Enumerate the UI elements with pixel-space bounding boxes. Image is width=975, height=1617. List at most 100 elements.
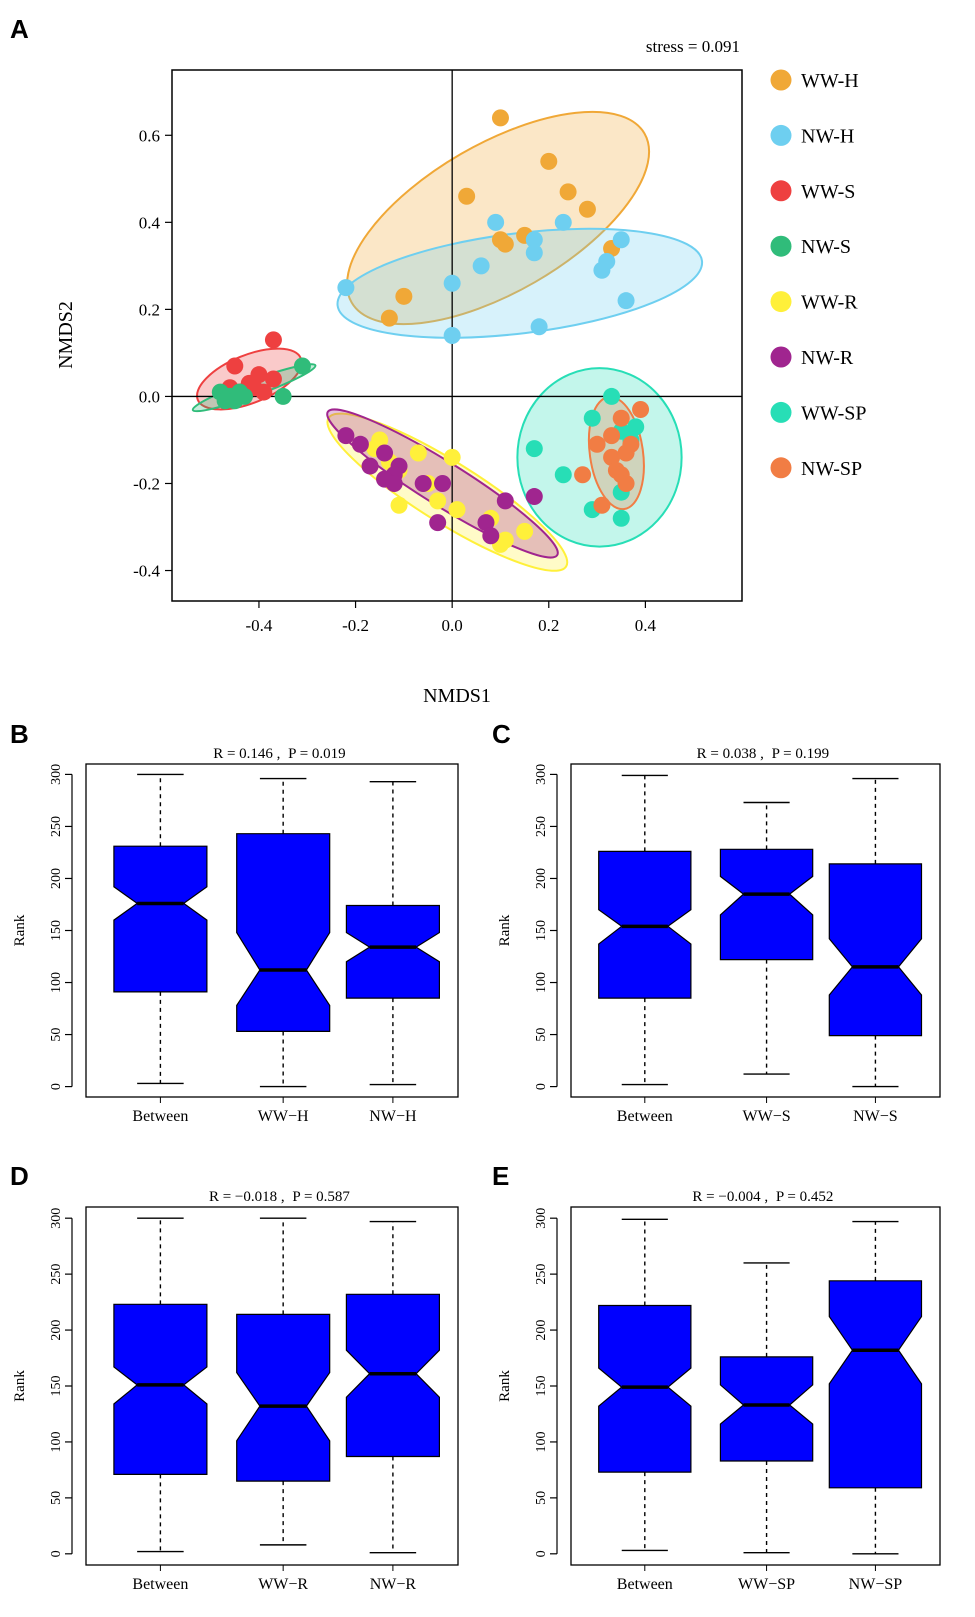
y-tick-label: 250 <box>49 1264 64 1285</box>
y-tick-label: 150 <box>49 920 64 941</box>
title-separator: , <box>281 1189 285 1205</box>
point-nw-h <box>612 231 630 249</box>
point-ww-sp <box>525 440 543 458</box>
legend-marker-nw-r <box>770 346 792 368</box>
point-nw-h <box>443 274 461 292</box>
point-nw-r <box>477 514 495 532</box>
point-nw-h <box>525 244 543 262</box>
stats-title: R = 0.146 , P = 0.019 <box>213 746 345 762</box>
x-tick-label-nw-h: NW−H <box>369 1108 417 1125</box>
point-ww-r <box>390 496 408 514</box>
title-separator: , <box>277 746 281 762</box>
box-ww-r <box>236 1313 331 1482</box>
y-tick-label: 200 <box>49 868 64 889</box>
panel-letter-d: D <box>10 1161 29 1191</box>
point-nw-r <box>482 527 500 545</box>
point-ww-h <box>395 287 413 305</box>
point-ww-s <box>264 331 282 349</box>
y-tick-label: 250 <box>534 1264 549 1285</box>
y-tick-label: 50 <box>534 1028 549 1042</box>
point-nw-r <box>496 492 514 510</box>
point-nw-sp <box>617 444 635 462</box>
y-tick-label: -0.2 <box>133 474 160 493</box>
boxplot-panel-c: C R = 0.038 , P = 0.199 Between WW−S NW−S 0… <box>492 719 941 1125</box>
plot-frame <box>171 69 743 602</box>
point-nw-s <box>274 387 292 405</box>
point-nw-sp <box>612 409 630 427</box>
y-tick-label: 150 <box>534 1376 549 1397</box>
r-statistic: R = 0.038 <box>697 746 757 762</box>
point-ww-h <box>578 200 596 218</box>
x-tick-label: -0.2 <box>342 616 369 635</box>
point-ww-r <box>443 448 461 466</box>
legend-marker-nw-h <box>770 124 792 146</box>
point-nw-sp <box>603 427 621 445</box>
legend-marker-ww-sp <box>770 401 792 423</box>
point-nw-r <box>385 474 403 492</box>
x-tick-label-between: Between <box>617 1576 673 1593</box>
point-nw-r <box>337 427 355 445</box>
point-nw-r <box>434 474 452 492</box>
legend-label-nw-r: NW-R <box>801 347 854 369</box>
p-value: P = 0.019 <box>288 746 346 762</box>
y-tick-label: 300 <box>534 764 549 785</box>
y-tick-label: 100 <box>534 972 549 993</box>
point-nw-r <box>525 488 543 506</box>
x-tick-label: -0.4 <box>245 616 272 635</box>
box-layer: Between WW−SP NW−SP 0 50 100 150 200 250 300 <box>534 1206 941 1593</box>
legend-marker-nw-s <box>770 235 792 257</box>
point-nw-r <box>376 444 394 462</box>
y-tick-label: 0.2 <box>139 300 160 319</box>
nmds-panel-a: A stress = 0.091 -0.4 -0.2 0.0 0.2 0.4 -0.4-… <box>10 14 867 707</box>
box-ww-sp <box>719 1356 814 1462</box>
x-tick-label: 0.0 <box>442 616 463 635</box>
y-tick-label: 200 <box>534 868 549 889</box>
y-tick-label: 150 <box>534 920 549 941</box>
point-nw-r <box>351 435 369 453</box>
y-axis-label: Rank <box>12 1370 28 1402</box>
point-ww-sp <box>603 387 621 405</box>
point-nw-h <box>525 231 543 249</box>
plot-frame <box>570 763 941 1098</box>
legend-marker-ww-r <box>770 291 792 313</box>
box-ww-s <box>719 848 814 961</box>
x-tick-label-nw-s: NW−S <box>853 1108 898 1125</box>
box-ww-h <box>236 833 331 1033</box>
legend-label-nw-sp: NW-SP <box>801 458 862 480</box>
point-ww-h <box>380 309 398 327</box>
stats-title: R = −0.018 , P = 0.587 <box>209 1189 350 1205</box>
point-ww-r <box>516 522 534 540</box>
y-tick-label: 300 <box>49 1208 64 1229</box>
point-ww-h <box>496 235 514 253</box>
title-separator: , <box>764 1189 768 1205</box>
x-tick-label-ww-s: WW−S <box>743 1108 791 1125</box>
legend-marker-ww-s <box>770 180 792 202</box>
stats-title: R = 0.038 , P = 0.199 <box>697 746 829 762</box>
box-nw-sp <box>828 1280 923 1489</box>
x-tick-label-between: Between <box>132 1576 188 1593</box>
y-tick-label: 100 <box>534 1431 549 1452</box>
panel-letter-b: B <box>10 719 29 749</box>
y-tick-label: 300 <box>49 764 64 785</box>
panel-letter-c: C <box>492 719 511 749</box>
y-tick-label: 0 <box>534 1550 549 1557</box>
point-nw-sp <box>632 400 650 418</box>
point-layer <box>211 109 650 553</box>
point-ww-h <box>540 152 558 170</box>
box-between <box>113 845 208 993</box>
plot-frame <box>85 1206 459 1566</box>
x-tick-label: 0.4 <box>635 616 657 635</box>
y-axis: -0.4 -0.2 0.0 0.2 0.4 0.6 <box>133 126 172 581</box>
legend-label-nw-h: NW-H <box>801 125 854 147</box>
y-tick-label: 0 <box>49 1083 64 1090</box>
p-value: P = 0.199 <box>772 746 830 762</box>
legend-label-ww-sp: WW-SP <box>801 402 867 424</box>
r-statistic: R = 0.146 <box>213 746 273 762</box>
point-ww-sp <box>612 509 630 527</box>
point-nw-h <box>617 292 635 310</box>
point-nw-h <box>554 213 572 231</box>
y-tick-label: 0.4 <box>139 213 161 232</box>
point-nw-sp <box>593 496 611 514</box>
y-tick-label: 200 <box>534 1320 549 1341</box>
